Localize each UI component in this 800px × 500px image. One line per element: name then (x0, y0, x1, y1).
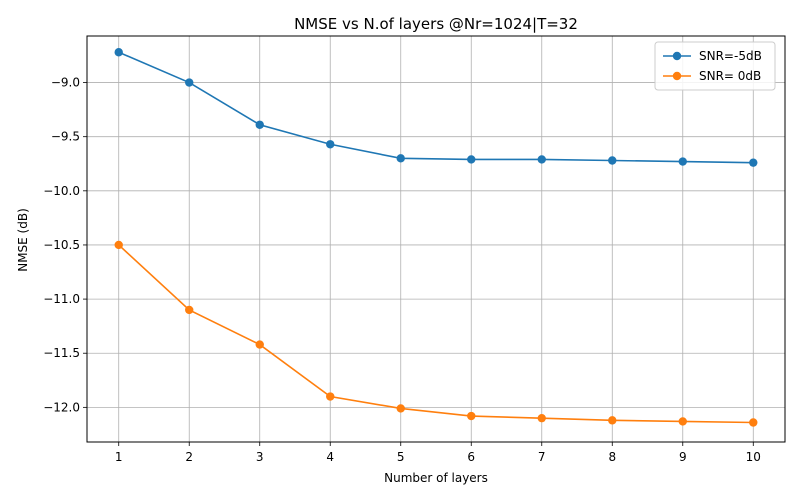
legend-marker-2 (672, 71, 682, 81)
x-tick-label: 1 (115, 450, 123, 464)
series-2-point (467, 411, 476, 421)
x-tick-label: 9 (679, 450, 687, 464)
series-points (114, 48, 758, 427)
x-tick-label: 10 (746, 450, 761, 464)
grid (87, 36, 785, 442)
series-1-point (326, 140, 335, 149)
series-2-point (537, 413, 546, 423)
y-tick-label: −11.5 (43, 346, 80, 360)
legend-label-2: SNR= 0dB (699, 69, 761, 83)
x-tick-label: 3 (256, 450, 264, 464)
series-lines (118, 51, 754, 424)
series-1-point (467, 155, 476, 164)
y-tick-label: −11.0 (43, 292, 80, 306)
x-tick-label: 8 (608, 450, 616, 464)
series-2-point (114, 240, 123, 250)
legend-label-1: SNR=-5dB (699, 49, 762, 63)
series-line-2 (118, 244, 754, 424)
series-1-point (185, 78, 194, 87)
plot-frame (86, 35, 786, 443)
x-tick-label: 2 (185, 450, 193, 464)
chart-title: NMSE vs N.of layers @Nr=1024|T=32 (294, 15, 578, 33)
x-tick-label: 4 (326, 450, 334, 464)
series-1-point (749, 158, 758, 167)
legend: SNR=-5dB SNR= 0dB (654, 41, 776, 91)
series-2-point (678, 417, 687, 426)
series-2-point (255, 340, 264, 349)
y-axis-label: NMSE (dB) (16, 208, 30, 272)
y-axis-ticks: −9.0 −9.5 −10.0 −10.5 −11.0 −11.5 −12.0 (43, 76, 87, 414)
series-2-point (185, 305, 194, 315)
x-axis-ticks: 1 2 3 4 5 6 7 8 9 10 (115, 442, 761, 464)
x-axis-label: Number of layers (384, 471, 488, 485)
series-2-point (749, 418, 758, 427)
y-tick-label: −9.0 (51, 76, 80, 90)
x-tick-label: 7 (538, 450, 546, 464)
legend-box (654, 41, 776, 91)
series-2-point (396, 404, 405, 413)
series-1-point (255, 120, 264, 129)
y-tick-label: −10.0 (43, 184, 80, 198)
series-1-point (678, 157, 687, 166)
series-2-point (608, 416, 617, 425)
x-tick-label: 6 (467, 450, 475, 464)
x-tick-label: 5 (397, 450, 405, 464)
series-1-point (608, 156, 617, 165)
y-tick-label: −10.5 (43, 238, 80, 252)
series-2-point (326, 392, 335, 401)
series-1-point (537, 155, 546, 164)
y-tick-label: −9.5 (51, 130, 80, 144)
series-1-point (114, 48, 123, 57)
series-line-1 (118, 51, 754, 164)
legend-marker-1 (672, 51, 682, 61)
y-tick-label: −12.0 (43, 400, 80, 414)
series-1-point (396, 154, 405, 163)
